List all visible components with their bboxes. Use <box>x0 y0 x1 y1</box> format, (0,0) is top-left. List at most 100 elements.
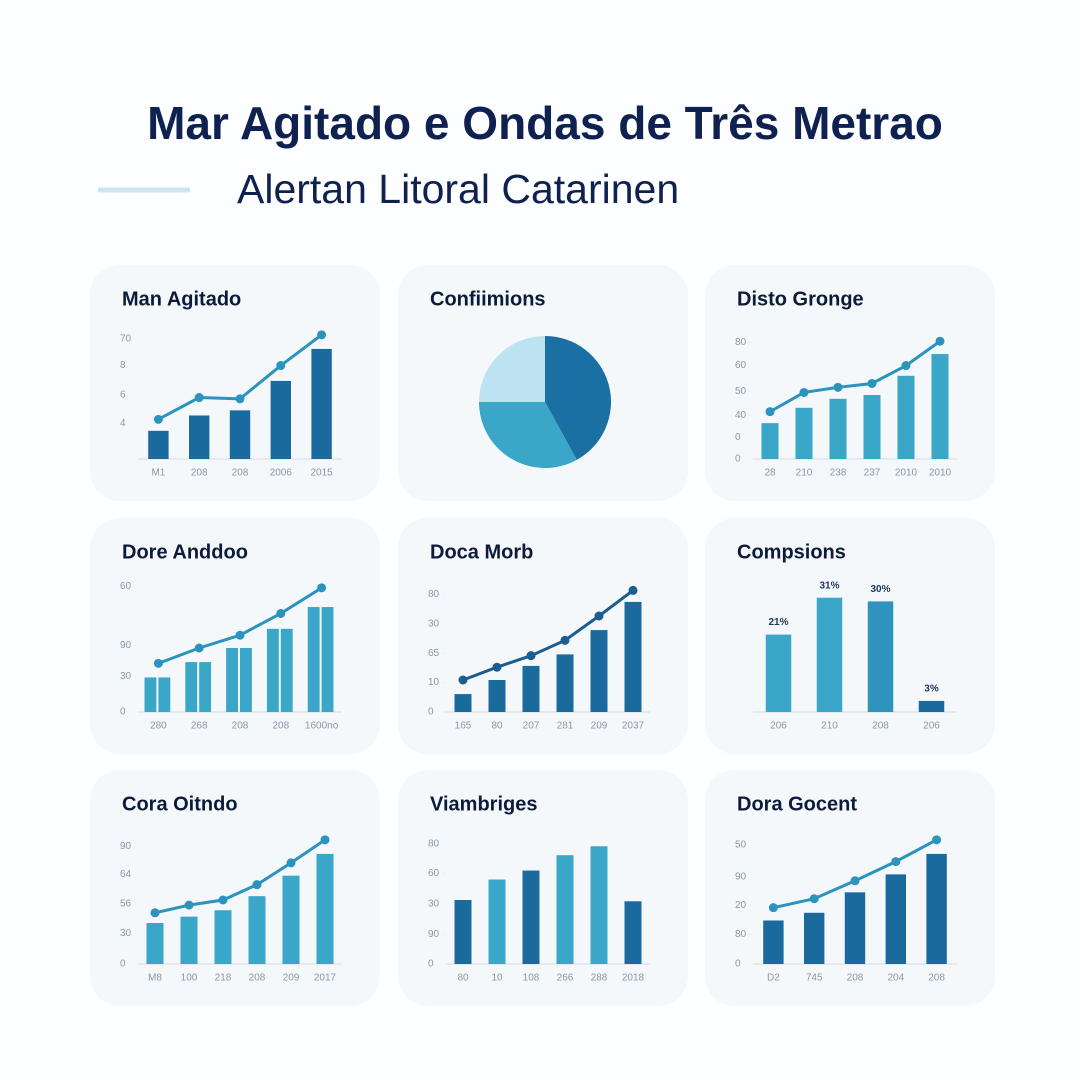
y-tick-label: 10 <box>428 677 440 688</box>
bar <box>311 348 332 459</box>
y-tick-label: 40 <box>735 410 747 421</box>
bar <box>624 901 642 964</box>
x-tick-label: M1 <box>151 468 165 479</box>
chart-title: Compsions <box>737 541 846 563</box>
line-point <box>891 857 901 867</box>
x-tick-label: 208 <box>928 973 945 984</box>
x-tick-label: 108 <box>523 973 540 984</box>
y-tick-label: 0 <box>120 959 126 970</box>
x-tick-label: 100 <box>181 973 198 984</box>
x-tick-label: 209 <box>591 721 608 732</box>
line-point <box>935 336 945 346</box>
y-tick-label: 0 <box>428 707 434 718</box>
line-point <box>153 658 163 668</box>
bar <box>795 407 813 459</box>
bar <box>240 648 252 712</box>
line-point <box>286 858 296 868</box>
x-tick-label: 2010 <box>895 468 918 479</box>
x-tick-label: M8 <box>148 973 162 984</box>
bar <box>556 654 574 712</box>
x-tick-label: 268 <box>191 721 208 732</box>
line-point <box>235 394 245 404</box>
bar <box>316 853 334 964</box>
bar <box>158 677 171 712</box>
x-tick-label: 218 <box>215 973 232 984</box>
y-tick-label: 0 <box>735 959 741 970</box>
bar <box>761 423 779 459</box>
line-point <box>153 414 163 424</box>
y-tick-label: 90 <box>735 872 747 883</box>
bar <box>931 354 949 459</box>
x-tick-label: 208 <box>249 973 266 984</box>
x-tick-label: D2 <box>767 973 780 984</box>
pie-slice <box>545 336 612 460</box>
line-point <box>799 387 809 397</box>
line <box>769 340 941 413</box>
line-point <box>492 662 502 672</box>
y-tick-label: 80 <box>428 838 440 849</box>
pie-slice <box>479 336 545 402</box>
y-tick-label: 0 <box>428 959 434 970</box>
y-tick-label: 56 <box>120 898 132 909</box>
bar <box>522 665 540 712</box>
bar <box>522 870 540 964</box>
bar <box>804 912 825 964</box>
bar <box>590 630 608 712</box>
line-point <box>235 630 245 640</box>
data-label: 31% <box>819 580 839 591</box>
x-tick-label: 210 <box>821 721 838 732</box>
line-point <box>150 908 160 918</box>
x-tick-label: 208 <box>872 721 889 732</box>
x-tick-label: 210 <box>796 468 813 479</box>
line-point <box>594 611 604 621</box>
chart-title: Dore Anddoo <box>122 541 248 563</box>
line-point <box>901 361 911 371</box>
bar <box>867 601 894 712</box>
bar <box>185 662 198 712</box>
bar <box>844 892 866 964</box>
x-tick-label: 280 <box>150 721 167 732</box>
y-tick-label: 50 <box>735 840 747 851</box>
line-point <box>184 900 194 910</box>
bar <box>229 410 251 459</box>
y-tick-label: 0 <box>735 432 741 443</box>
x-tick-label: 266 <box>557 973 574 984</box>
x-tick-label: 281 <box>557 721 574 732</box>
y-tick-label: 80 <box>735 337 747 348</box>
chart-title: Viambriges <box>430 793 537 815</box>
bar <box>148 430 169 459</box>
y-tick-label: 4 <box>120 418 126 429</box>
bar <box>624 601 642 712</box>
y-tick-label: 65 <box>428 648 440 659</box>
x-tick-label: 207 <box>523 721 540 732</box>
x-tick-label: 208 <box>232 721 249 732</box>
y-tick-label: 6 <box>120 390 126 401</box>
line-point <box>276 608 286 618</box>
y-tick-label: 80 <box>735 929 747 940</box>
x-tick-label: 208 <box>232 468 249 479</box>
line-point <box>194 393 204 403</box>
x-tick-label: 2015 <box>310 468 333 479</box>
x-tick-label: 237 <box>864 468 881 479</box>
y-tick-label: 0 <box>735 454 741 465</box>
x-tick-label: 208 <box>847 973 864 984</box>
line-point <box>317 330 327 340</box>
x-tick-label: 208 <box>191 468 208 479</box>
bar <box>282 875 300 964</box>
bar <box>180 916 198 964</box>
y-tick-label: 0 <box>120 707 126 718</box>
bar <box>270 380 291 459</box>
bar <box>454 694 472 712</box>
line-point <box>194 643 204 653</box>
y-tick-label: 90 <box>120 841 132 852</box>
bar <box>280 628 293 712</box>
line-point <box>526 651 536 661</box>
bar <box>146 923 164 964</box>
chart-title: Man Agitado <box>122 288 241 310</box>
y-tick-label: 30 <box>120 671 132 682</box>
y-tick-label: 30 <box>120 928 132 939</box>
data-label: 21% <box>768 617 788 628</box>
line-point <box>850 876 860 886</box>
line-point <box>932 835 942 845</box>
x-tick-label: 2037 <box>622 721 645 732</box>
